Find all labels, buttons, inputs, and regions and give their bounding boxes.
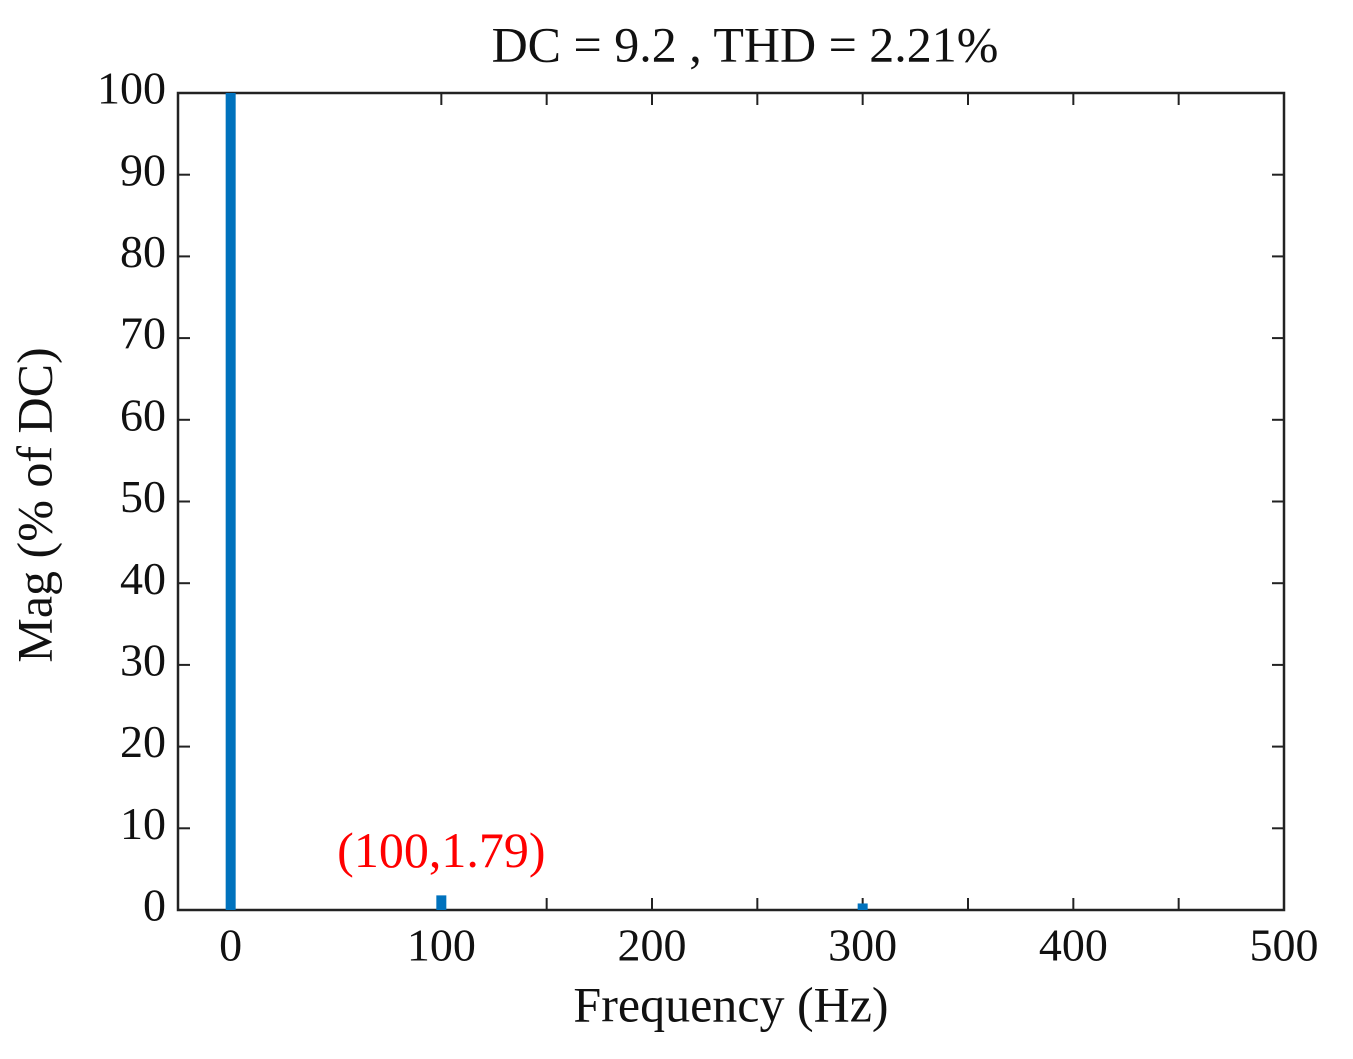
x-axis-label: Frequency (Hz) (573, 976, 888, 1032)
annotation: (100,1.79) (337, 822, 545, 878)
bar (857, 903, 868, 910)
bar (225, 93, 236, 910)
x-tick-label: 400 (1039, 920, 1108, 971)
y-tick-label: 50 (120, 471, 166, 522)
y-tick-label: 10 (120, 798, 166, 849)
y-tick-label: 0 (143, 880, 166, 931)
bar (436, 895, 447, 910)
x-tick-label: 200 (618, 920, 687, 971)
y-tick-label: 40 (120, 553, 166, 604)
plot-frame (176, 91, 1286, 912)
x-tick-label: 100 (407, 920, 476, 971)
chart-title: DC = 9.2 , THD = 2.21% (492, 16, 999, 72)
x-tick-label: 300 (828, 920, 897, 971)
y-tick-label: 70 (120, 308, 166, 359)
y-axis-label: Mag (% of DC) (6, 347, 62, 662)
y-tick-label: 20 (120, 716, 166, 767)
x-tick-label: 0 (219, 920, 242, 971)
y-tick-label: 100 (97, 63, 166, 114)
x-tick-label: 500 (1250, 920, 1319, 971)
y-tick-label: 80 (120, 226, 166, 277)
y-tick-label: 90 (120, 144, 166, 195)
y-tick-label: 30 (120, 634, 166, 685)
y-tick-label: 60 (120, 389, 166, 440)
